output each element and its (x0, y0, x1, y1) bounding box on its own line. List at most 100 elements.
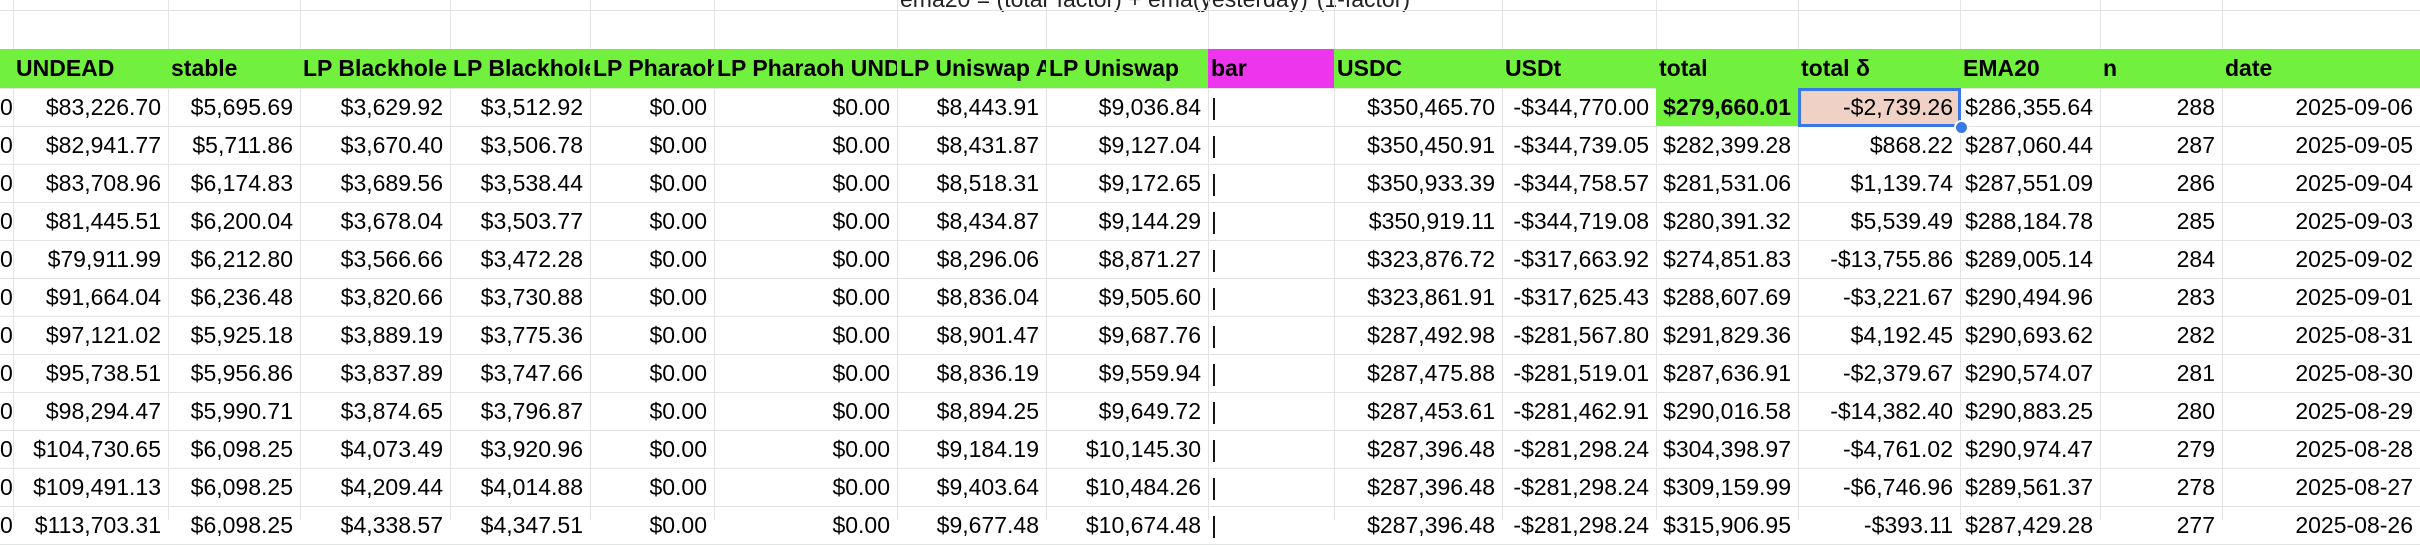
table-cell[interactable]: $290,574.07 (1965, 360, 2093, 386)
table-cell[interactable]: 2025-08-30 (2295, 360, 2413, 386)
table-cell[interactable]: $3,747.66 (480, 360, 583, 386)
table-cell[interactable]: $8,434.87 (936, 208, 1039, 234)
table-cell[interactable]: $350,919.11 (1368, 208, 1495, 234)
table-cell[interactable]: 0 (0, 436, 13, 462)
table-cell[interactable]: $291,829.36 (1663, 322, 1791, 348)
table-cell[interactable]: $98,294.47 (45, 398, 161, 424)
table-cell[interactable]: | (1211, 170, 1217, 196)
table-cell[interactable]: $4,073.49 (340, 436, 443, 462)
table-cell[interactable]: $9,127.04 (1098, 132, 1201, 158)
column-header[interactable]: stable (168, 49, 300, 88)
table-cell[interactable]: $0.00 (832, 132, 890, 158)
table-cell[interactable]: $323,861.91 (1367, 284, 1495, 310)
table-cell[interactable]: $6,174.83 (190, 170, 293, 196)
table-cell[interactable]: -$281,298.24 (1513, 436, 1649, 462)
table-cell[interactable]: $290,016.58 (1663, 398, 1791, 424)
table-cell[interactable]: $0.00 (649, 208, 707, 234)
table-cell[interactable]: $6,212.80 (190, 246, 293, 272)
table-cell[interactable]: 287 (2176, 132, 2215, 158)
table-cell[interactable]: $5,925.18 (190, 322, 293, 348)
table-cell[interactable]: | (1211, 474, 1217, 500)
column-header[interactable]: LP Blackhole (450, 49, 590, 88)
table-cell[interactable]: $4,192.45 (1850, 322, 1953, 348)
table-cell[interactable]: | (1211, 284, 1217, 310)
column-header[interactable]: date (2222, 49, 2420, 88)
table-cell[interactable]: -$4,761.02 (1843, 436, 1953, 462)
table-cell[interactable]: $8,296.06 (936, 246, 1039, 272)
table-cell[interactable]: 282 (2176, 322, 2215, 348)
table-cell[interactable]: $0.00 (649, 246, 707, 272)
table-cell[interactable]: $0.00 (832, 322, 890, 348)
table-cell[interactable]: $0.00 (649, 512, 707, 538)
table-cell[interactable]: $9,677.48 (936, 512, 1039, 538)
table-cell[interactable]: -$281,298.24 (1513, 474, 1649, 500)
table-cell[interactable]: $0.00 (832, 246, 890, 272)
column-header[interactable]: LP Pharaoh (590, 49, 714, 88)
table-cell[interactable]: | (1211, 208, 1217, 234)
table-cell[interactable]: $309,159.99 (1663, 474, 1791, 500)
table-cell[interactable]: $323,876.72 (1367, 246, 1495, 272)
table-cell[interactable]: $79,911.99 (47, 246, 161, 272)
column-header[interactable]: bar (1208, 49, 1334, 88)
table-cell[interactable]: $287,396.48 (1367, 512, 1495, 538)
table-cell[interactable]: $3,538.44 (480, 170, 583, 196)
table-cell[interactable]: -$344,739.05 (1513, 132, 1649, 158)
table-cell[interactable]: 2025-08-27 (2295, 474, 2413, 500)
table-cell[interactable]: -$2,739.26 (1798, 88, 1960, 126)
table-cell[interactable]: $0.00 (832, 512, 890, 538)
table-cell[interactable]: 0 (0, 284, 13, 310)
table-cell[interactable]: 277 (2176, 512, 2215, 538)
table-cell[interactable]: $83,708.96 (45, 170, 161, 196)
table-cell[interactable]: -$13,755.86 (1830, 246, 1953, 272)
table-cell[interactable]: 2025-08-28 (2295, 436, 2413, 462)
table-cell[interactable]: $8,836.04 (936, 284, 1039, 310)
table-cell[interactable]: | (1211, 322, 1217, 348)
table-cell[interactable]: 0 (0, 474, 13, 500)
table-cell[interactable]: $0.00 (649, 322, 707, 348)
table-cell[interactable]: $5,539.49 (1850, 208, 1953, 234)
column-header[interactable]: USDt (1502, 49, 1656, 88)
table-cell[interactable]: $0.00 (649, 284, 707, 310)
table-cell[interactable]: $9,036.84 (1098, 94, 1201, 120)
table-cell[interactable]: $8,901.47 (936, 322, 1039, 348)
table-cell[interactable]: $3,796.87 (480, 398, 583, 424)
table-cell[interactable]: $9,687.76 (1098, 322, 1201, 348)
table-cell[interactable]: $9,172.65 (1098, 170, 1201, 196)
table-cell[interactable]: -$317,663.92 (1513, 246, 1649, 272)
table-cell[interactable]: 2025-08-31 (2295, 322, 2413, 348)
column-header[interactable] (0, 49, 13, 88)
table-cell[interactable]: $289,005.14 (1965, 246, 2093, 272)
table-cell[interactable]: $0.00 (832, 208, 890, 234)
table-cell[interactable]: $10,484.26 (1085, 474, 1201, 500)
table-cell[interactable]: $350,450.91 (1367, 132, 1495, 158)
table-cell[interactable]: $109,491.13 (33, 474, 161, 500)
table-cell[interactable]: 2025-09-06 (2295, 94, 2413, 120)
table-cell[interactable]: 0 (0, 132, 13, 158)
table-cell[interactable]: $290,883.25 (1965, 398, 2093, 424)
table-cell[interactable]: $3,874.65 (340, 398, 443, 424)
column-header[interactable]: total (1656, 49, 1798, 88)
table-cell[interactable]: | (1211, 132, 1217, 158)
table-cell[interactable]: $5,695.69 (190, 94, 293, 120)
table-cell[interactable]: | (1211, 94, 1217, 120)
table-cell[interactable]: $95,738.51 (45, 360, 161, 386)
table-cell[interactable]: $10,674.48 (1085, 512, 1201, 538)
table-cell[interactable]: -$344,770.00 (1513, 94, 1649, 120)
table-cell[interactable]: $0.00 (832, 94, 890, 120)
table-cell[interactable]: $6,098.25 (190, 512, 293, 538)
table-cell[interactable]: 2025-09-05 (2295, 132, 2413, 158)
table-cell[interactable]: $3,512.92 (480, 94, 583, 120)
table-cell[interactable]: $290,693.62 (1965, 322, 2093, 348)
table-cell[interactable]: $81,445.51 (45, 208, 161, 234)
table-cell[interactable]: $279,660.01 (1656, 88, 1798, 126)
table-cell[interactable]: $10,145.30 (1085, 436, 1201, 462)
table-cell[interactable]: $9,144.29 (1098, 208, 1201, 234)
table-cell[interactable]: $8,836.19 (936, 360, 1039, 386)
table-cell[interactable]: $6,098.25 (190, 436, 293, 462)
table-cell[interactable]: $3,566.66 (340, 246, 443, 272)
table-cell[interactable]: $3,629.92 (340, 94, 443, 120)
table-cell[interactable]: 0 (0, 208, 13, 234)
table-cell[interactable]: $868.22 (1869, 132, 1953, 158)
table-cell[interactable]: -$393.11 (1863, 512, 1953, 538)
table-cell[interactable]: 280 (2176, 398, 2215, 424)
